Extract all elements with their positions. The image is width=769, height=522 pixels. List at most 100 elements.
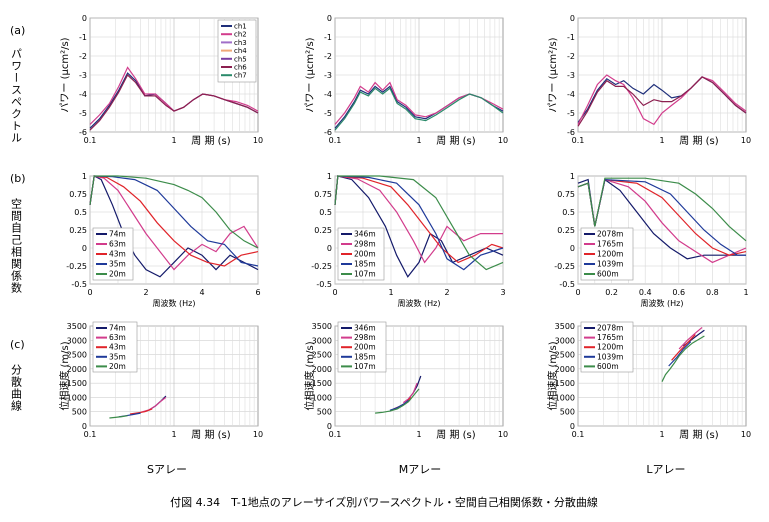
legend-label: ch1 [234,23,247,31]
x-tick-label: 10 [498,136,508,145]
y-tick-label: -6 [79,128,87,137]
x-tick-label: 1 [659,136,664,145]
x-tick-label: 10 [253,136,263,145]
legend-label: 185m [354,260,376,269]
x-tick-label: 0.2 [605,288,618,297]
y-tick-label: 0 [82,422,87,431]
x-tick-label: 1 [416,430,421,439]
x-tick-label: 1 [388,288,393,297]
y-tick-label: 0 [327,14,332,23]
y-tick-label: 0 [570,422,575,431]
x-tick-label: 4 [199,288,204,297]
y-tick-label: 3000 [555,336,575,345]
legend-label: 298m [354,240,376,249]
legend-label: ch3 [234,39,247,47]
legend-label: 298m [354,333,376,342]
y-tick-label: 2500 [555,351,575,360]
x-tick-label: 0.1 [84,430,97,439]
legend-label: 346m [354,324,376,333]
legend-label: 185m [354,352,376,361]
array-title-s: Sアレー [147,463,187,476]
legend-label: 600m [597,362,619,371]
legend-label: 200m [354,343,376,352]
y-tick-label: 0.5 [319,208,332,217]
series-line-43m [130,408,153,415]
y-tick-label: -5 [567,109,575,118]
y-tick-label: 0 [570,14,575,23]
x-tick-label: 10 [741,136,751,145]
x-axis-label: 周波数 (Hz) [153,298,196,308]
y-tick-label: -1 [79,33,87,42]
y-tick-label: 0.25 [69,226,87,235]
legend-label: 63m [109,333,126,342]
chart-power-L: 0 -1 -2 -3 -4 -5 -60.1 1 10 周 期 (s) パワー (μcm²/s) [547,14,751,147]
legend-label: 1200m [597,250,623,259]
x-tick-label: 0.8 [706,288,719,297]
y-axis-label: 位相速度 (m/s) [58,341,71,410]
chart-spac-L: 10.750.50.250-0.25-0.50 0.2 0.4 0.6 0.8 1周波数 … [554,172,748,308]
x-axis-label: 周 期 (s) [679,135,718,147]
legend-label: 20m [109,362,126,371]
series-line-600m [661,335,705,382]
legend-label: 600m [597,270,619,279]
legend-label: ch4 [234,47,247,55]
y-tick-label: 1 [570,172,575,181]
x-tick-label: 0 [87,288,92,297]
y-tick-label: 0.75 [314,190,332,199]
y-tick-label: 500 [317,408,332,417]
x-axis-label: 周 期 (s) [436,135,475,147]
row-a-prefix: (a) [10,24,25,37]
y-tick-label: -2 [567,52,575,61]
y-axis-label: 位相速度 (m/s) [303,341,316,410]
y-tick-label: 2000 [312,365,332,374]
x-axis-label: 周波数 (Hz) [398,298,441,308]
x-tick-label: 0.1 [572,430,585,439]
x-tick-label: 0.1 [329,136,342,145]
y-tick-label: 1 [327,172,332,181]
legend-label: 1039m [597,352,623,361]
series-line-1039m [668,341,692,367]
y-tick-label: 0 [82,14,87,23]
x-tick-label: 10 [498,430,508,439]
x-axis-label: 周 期 (s) [191,135,230,147]
y-tick-label: 1500 [67,379,87,388]
y-tick-label: 0 [327,422,332,431]
x-tick-label: 0 [332,288,337,297]
series-line-298m [402,382,418,404]
legend-label: ch5 [234,55,247,63]
x-tick-label: 6 [255,288,260,297]
legend-label: 35m [109,352,126,361]
series-line-ch6 [89,74,259,131]
array-title-m: Mアレー [399,463,442,476]
series-line-298m [334,175,503,264]
y-tick-label: 3000 [312,336,332,345]
y-tick-label: 0.5 [562,208,575,217]
x-tick-label: 1 [743,288,748,297]
x-tick-label: 1 [171,136,176,145]
series-line-20m [89,175,259,249]
legend-label: 63m [109,240,126,249]
legend-label: 346m [354,230,376,239]
series-line-20m [109,415,128,419]
x-tick-label: 0 [575,288,580,297]
legend-label: 107m [354,362,376,371]
y-tick-label: -0.5 [316,280,332,289]
legend-label: ch2 [234,31,247,39]
chart-disp-S: 3500 3000 2500 2000 1500 1000 500 00.1 1 10 周 期 (s… [58,321,263,441]
series-line-63m [89,175,259,271]
legend-label: 43m [109,343,126,352]
row-c-prefix: (c) [10,338,25,351]
y-axis-label: パワー (μcm²/s) [547,37,559,112]
row-a-label: パワースペクトル [10,48,23,144]
series-line-107m [334,175,504,271]
y-tick-label: -5 [79,109,87,118]
y-tick-label: 2000 [555,365,575,374]
